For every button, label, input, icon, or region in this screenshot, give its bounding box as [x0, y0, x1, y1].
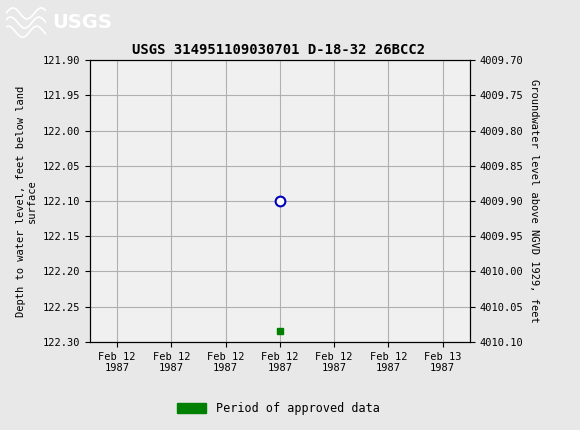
Legend: Period of approved data: Period of approved data	[172, 397, 385, 420]
Y-axis label: Depth to water level, feet below land
surface: Depth to water level, feet below land su…	[16, 86, 37, 316]
Y-axis label: Groundwater level above NGVD 1929, feet: Groundwater level above NGVD 1929, feet	[529, 79, 539, 323]
Text: USGS 314951109030701 D-18-32 26BCC2: USGS 314951109030701 D-18-32 26BCC2	[132, 43, 425, 57]
Text: USGS: USGS	[52, 13, 112, 32]
